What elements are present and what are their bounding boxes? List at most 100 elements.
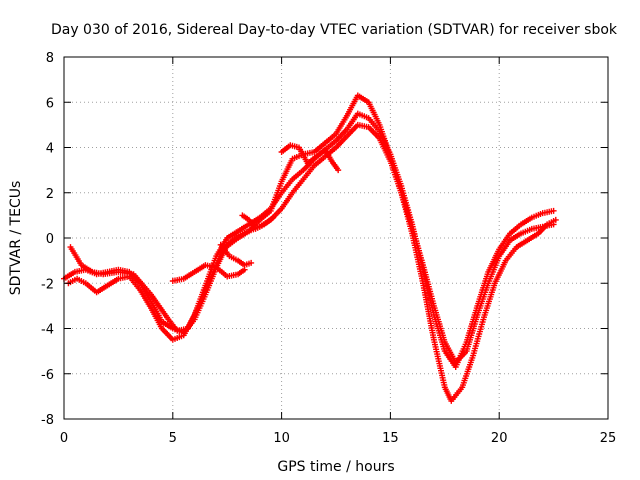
data-point — [239, 212, 251, 222]
y-tick-label: 2 — [46, 187, 54, 202]
axis-ticks — [63, 56, 609, 420]
data-point — [169, 333, 185, 343]
data-point — [502, 246, 519, 264]
data-point — [185, 304, 201, 332]
data-point — [278, 157, 295, 185]
x-tick-label: 5 — [169, 431, 177, 446]
data-point — [67, 244, 84, 267]
data-point — [130, 271, 153, 296]
data-point — [343, 94, 360, 119]
data-point — [278, 143, 292, 155]
data-point — [217, 241, 231, 258]
data-point — [289, 178, 305, 196]
data-point — [528, 211, 544, 221]
data-point — [235, 257, 246, 267]
data-point — [496, 232, 512, 253]
data-point — [235, 222, 251, 235]
data-point — [256, 209, 272, 223]
y-tick-label: 8 — [46, 51, 54, 66]
y-tick-label: -2 — [41, 277, 54, 292]
data-point — [252, 222, 265, 232]
x-tick-labels: 0 5 10 15 20 25 — [60, 431, 616, 446]
y-tick-label: -6 — [41, 368, 54, 383]
data-point — [311, 155, 327, 169]
data-point — [507, 222, 523, 237]
data-point — [387, 153, 404, 194]
y-tick-label: 0 — [46, 232, 54, 247]
data-point — [248, 259, 255, 266]
y-tick-label: -8 — [41, 413, 54, 428]
data-point — [195, 273, 214, 309]
data-point — [267, 180, 284, 214]
data-point — [115, 268, 135, 277]
data-point — [191, 263, 207, 275]
data-point — [213, 264, 229, 278]
data-point — [430, 336, 448, 388]
data-point — [463, 305, 480, 346]
data-point — [485, 248, 502, 275]
data-point — [518, 226, 533, 237]
data-point — [104, 276, 120, 289]
data-point — [261, 216, 275, 228]
data-point — [224, 229, 240, 241]
x-tick-label: 20 — [491, 431, 508, 446]
data-point — [420, 266, 437, 316]
data-point — [481, 282, 498, 321]
series-arc-5 — [217, 241, 255, 269]
data-point — [78, 262, 94, 274]
data-point — [550, 207, 557, 214]
data-point — [448, 386, 464, 404]
series-arc-3 — [67, 92, 559, 404]
data-point — [459, 354, 476, 391]
data-point — [452, 341, 469, 370]
data-point — [398, 189, 415, 235]
grid — [64, 57, 608, 419]
data-point — [544, 218, 557, 228]
data-point — [365, 124, 381, 140]
data-point — [311, 141, 327, 155]
data-point — [485, 255, 502, 287]
y-tick-label: 6 — [46, 96, 54, 111]
y-tick-labels: -8 -6 -4 -2 0 2 4 6 8 — [41, 51, 54, 428]
data-point — [524, 231, 540, 244]
data-point — [343, 112, 360, 133]
x-tick-label: 10 — [273, 431, 290, 446]
x-tick-label: 0 — [60, 431, 68, 446]
x-tick-label: 25 — [600, 431, 617, 446]
data-point — [148, 305, 164, 330]
data-point — [93, 283, 109, 296]
data-point — [74, 275, 87, 286]
y-tick-label: 4 — [46, 142, 54, 157]
data-point — [491, 259, 508, 287]
data-point — [354, 110, 370, 121]
data-point — [470, 316, 487, 359]
data-point — [278, 178, 294, 196]
data-point — [513, 238, 529, 251]
series-arc-4 — [169, 262, 248, 284]
data-point — [535, 222, 549, 237]
data-point — [333, 128, 349, 144]
data-point — [365, 115, 381, 133]
data-point — [474, 271, 491, 309]
data-point — [322, 146, 334, 163]
data-point — [409, 230, 426, 284]
data-point — [289, 168, 305, 183]
data-point — [335, 167, 342, 174]
data-point — [354, 92, 370, 105]
series-arc-2 — [65, 110, 557, 370]
data-point — [269, 214, 276, 221]
data-point — [343, 123, 360, 140]
data-point — [365, 99, 382, 126]
x-tick-label: 15 — [382, 431, 399, 446]
data-point — [300, 164, 316, 183]
data-point — [539, 208, 555, 217]
data-point — [158, 325, 175, 342]
data-point — [226, 253, 239, 263]
data-point — [552, 216, 559, 223]
data-point — [333, 134, 349, 151]
data-point — [333, 114, 349, 137]
data-point — [328, 158, 340, 172]
chart-title: Day 030 of 2016, Sidereal Day-to-day VTE… — [51, 22, 618, 38]
data-point — [137, 287, 153, 310]
